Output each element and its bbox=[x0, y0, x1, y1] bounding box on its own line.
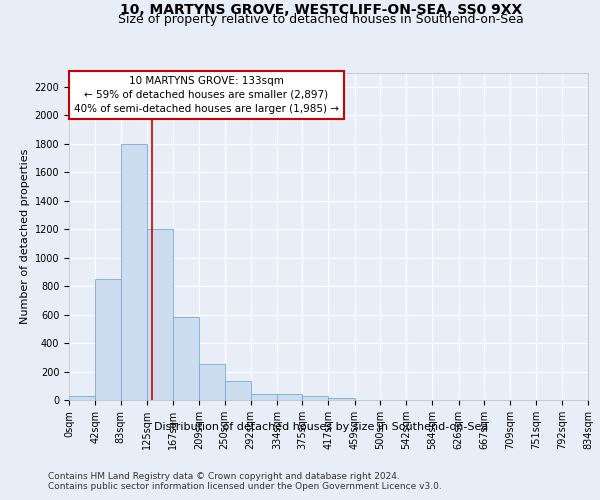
Bar bbox=[95, 279, 121, 400]
Bar bbox=[329, 398, 355, 400]
Bar bbox=[199, 364, 224, 400]
Text: 10, MARTYNS GROVE, WESTCLIFF-ON-SEA, SS0 9XX: 10, MARTYNS GROVE, WESTCLIFF-ON-SEA, SS0… bbox=[120, 2, 522, 16]
Bar bbox=[173, 318, 199, 400]
Text: Distribution of detached houses by size in Southend-on-Sea: Distribution of detached houses by size … bbox=[154, 422, 488, 432]
Text: Size of property relative to detached houses in Southend-on-Sea: Size of property relative to detached ho… bbox=[118, 14, 524, 26]
Y-axis label: Number of detached properties: Number of detached properties bbox=[20, 148, 31, 324]
Text: Contains HM Land Registry data © Crown copyright and database right 2024.: Contains HM Land Registry data © Crown c… bbox=[48, 472, 400, 481]
Bar bbox=[302, 396, 329, 400]
Text: Contains public sector information licensed under the Open Government Licence v3: Contains public sector information licen… bbox=[48, 482, 442, 491]
Bar bbox=[69, 396, 95, 400]
Bar bbox=[224, 382, 251, 400]
Bar bbox=[121, 144, 147, 400]
Bar bbox=[147, 229, 173, 400]
Bar bbox=[277, 394, 302, 400]
Text: 10 MARTYNS GROVE: 133sqm
← 59% of detached houses are smaller (2,897)
40% of sem: 10 MARTYNS GROVE: 133sqm ← 59% of detach… bbox=[74, 76, 339, 114]
Bar bbox=[251, 394, 277, 400]
